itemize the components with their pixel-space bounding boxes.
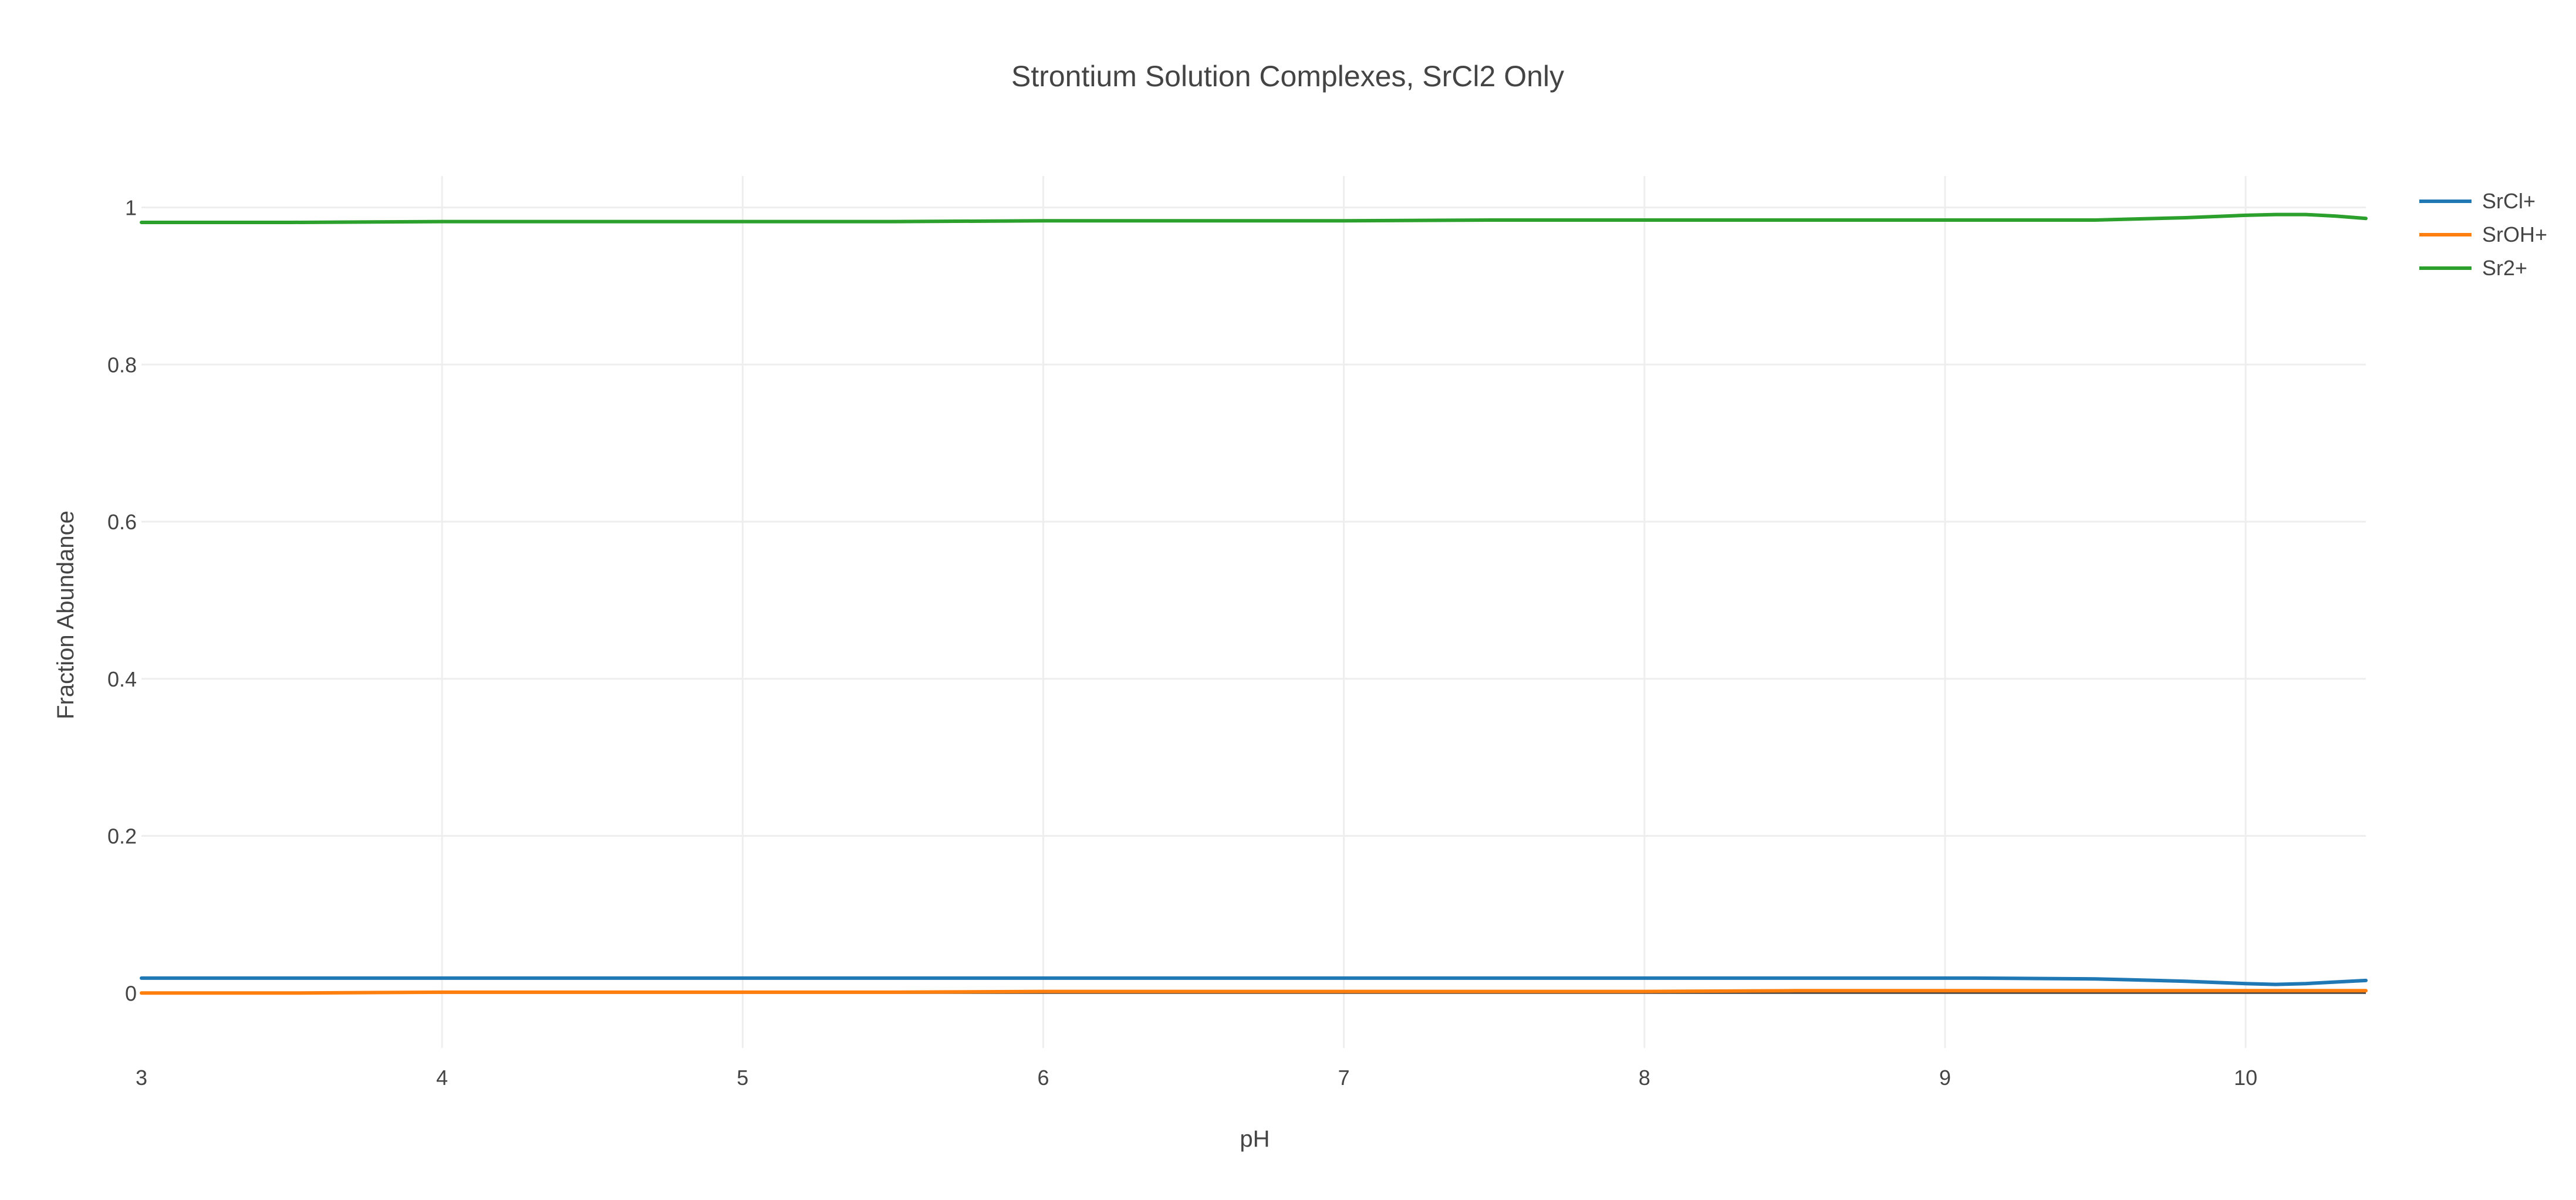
y-tick-label: 0.6 <box>107 510 137 534</box>
legend: SrCl+ SrOH+ Sr2+ <box>2419 189 2547 280</box>
chart-title: Strontium Solution Complexes, SrCl2 Only <box>1011 60 1564 93</box>
x-tick-label: 8 <box>1639 1066 1650 1090</box>
x-axis-title: pH <box>1240 1126 1270 1152</box>
series-layer <box>140 212 2368 995</box>
y-tick-label: 0 <box>125 981 137 1005</box>
legend-label: SrCl+ <box>2482 189 2536 213</box>
legend-label: SrOH+ <box>2482 222 2547 246</box>
series-line-1 <box>140 989 2368 995</box>
x-tick-label: 5 <box>737 1066 748 1090</box>
axis-layer: 3 4 5 6 7 8 9 10 0 0.2 0.4 0.6 0.8 1 <box>107 196 2257 1090</box>
x-tick-label: 9 <box>1939 1066 1951 1090</box>
y-tick-label: 1 <box>125 196 137 220</box>
series-line-0 <box>140 976 2368 986</box>
legend-item[interactable]: Sr2+ <box>2419 256 2527 280</box>
y-tick-label: 0.8 <box>107 353 137 377</box>
legend-item[interactable]: SrCl+ <box>2419 189 2536 213</box>
y-tick-label: 0.4 <box>107 667 137 691</box>
y-tick-label: 0.2 <box>107 824 137 849</box>
y-axis-title: Fraction Abundance <box>53 511 79 719</box>
x-tick-label: 7 <box>1338 1066 1350 1090</box>
x-tick-label: 3 <box>136 1066 147 1090</box>
legend-item[interactable]: SrOH+ <box>2419 222 2547 246</box>
grid-layer <box>141 176 2366 1048</box>
legend-label: Sr2+ <box>2482 256 2527 280</box>
x-tick-label: 6 <box>1037 1066 1049 1090</box>
x-tick-label: 4 <box>436 1066 448 1090</box>
series-line-2 <box>140 212 2368 224</box>
x-tick-label: 10 <box>2234 1066 2257 1090</box>
